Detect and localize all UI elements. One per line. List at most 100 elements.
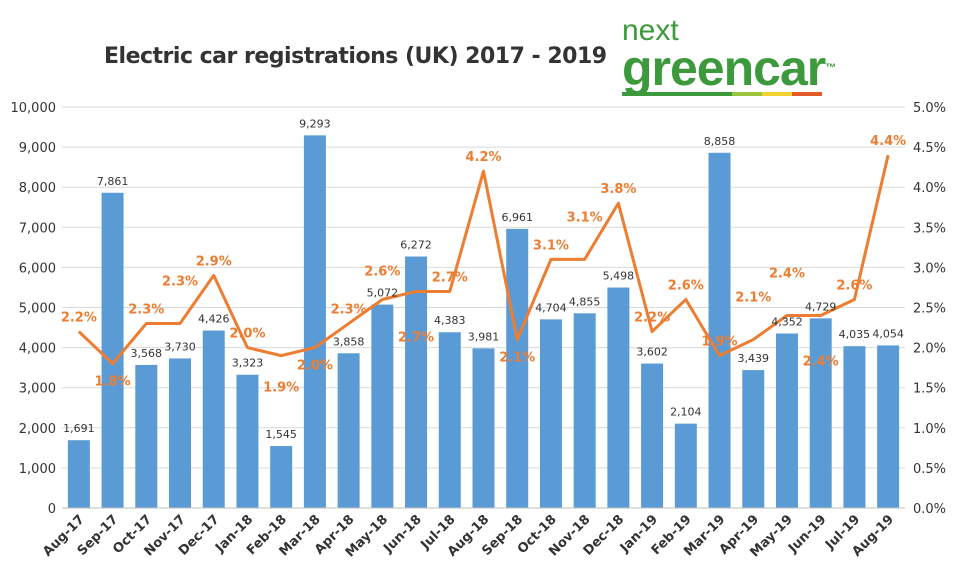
y-right-tick-label: 2.0%: [913, 342, 946, 357]
line-data-label: 2.6%: [364, 264, 400, 279]
bar-data-label: 4,054: [872, 327, 904, 340]
bar-data-label: 4,383: [434, 314, 466, 327]
y-left-tick-label: 8,000: [19, 181, 56, 196]
bar-data-label: 3,602: [636, 346, 668, 359]
bar-data-label: 9,293: [299, 117, 331, 130]
bar-data-label: 5,498: [603, 270, 635, 283]
line-data-label: 2.2%: [61, 311, 97, 326]
line-data-label: 1.8%: [95, 375, 131, 390]
line-data-label: 2.1%: [499, 351, 535, 366]
y-right-tick-label: 5.0%: [913, 101, 946, 116]
y-right-tick-label: 0.0%: [913, 502, 946, 517]
line-data-label: 2.4%: [769, 267, 805, 282]
bar: [742, 370, 765, 508]
nextgreencar-logo: next greencar™: [622, 14, 836, 96]
bar: [337, 353, 360, 508]
bar: [539, 319, 562, 508]
bar: [472, 348, 495, 508]
bar-data-label: 4,729: [805, 300, 837, 313]
y-left-tick-label: 3,000: [19, 382, 56, 397]
bar-data-label: 3,981: [468, 330, 500, 343]
line-data-label: 4.4%: [870, 134, 906, 149]
y-left-tick-label: 6,000: [19, 261, 56, 276]
bar: [101, 192, 124, 508]
line-data-label: 2.6%: [668, 278, 704, 293]
bar-data-label: 4,704: [535, 301, 567, 314]
y-right-tick-label: 2.5%: [913, 302, 946, 317]
y-right-tick-label: 3.5%: [913, 221, 946, 236]
bar: [371, 304, 394, 508]
bar: [674, 423, 697, 508]
line-data-label: 4.2%: [465, 150, 501, 165]
line-series: [77, 154, 890, 366]
bar-data-label: 3,730: [164, 340, 196, 353]
bar: [607, 287, 630, 508]
bar-data-label: 6,272: [400, 238, 432, 251]
y-left-tick-label: 1,000: [19, 462, 56, 477]
bar: [641, 363, 664, 508]
bar: [169, 358, 192, 508]
bar-data-label: 3,568: [131, 347, 163, 360]
bar-data-label: 8,858: [704, 135, 736, 148]
bar-data-label: 5,072: [367, 287, 399, 300]
bar: [405, 256, 428, 508]
bar: [67, 440, 90, 508]
y-right-tick-label: 1.5%: [913, 382, 946, 397]
line-data-label: 2.3%: [162, 275, 198, 290]
y-left-tick-label: 4,000: [19, 342, 56, 357]
bar-data-label: 1,691: [63, 422, 95, 435]
line-data-label: 2.0%: [297, 359, 333, 374]
logo-tm: ™: [825, 62, 836, 74]
logo-line1: next: [622, 14, 679, 47]
bar: [573, 313, 596, 508]
bar-data-label: 4,855: [569, 295, 601, 308]
line-data-label: 3.8%: [600, 182, 636, 197]
line-data-label: 1.9%: [263, 381, 299, 396]
bar-data-label: 3,439: [738, 352, 770, 365]
y-right-tick-label: 1.0%: [913, 422, 946, 437]
bar: [843, 346, 866, 508]
bar: [438, 332, 461, 508]
bar-data-label: 6,961: [501, 211, 533, 224]
y-left-tick-label: 0: [48, 502, 56, 517]
y-right-tick-label: 3.0%: [913, 261, 946, 276]
chart-title: Electric car registrations (UK) 2017 - 2…: [104, 44, 607, 69]
line-data-label: 2.7%: [398, 330, 434, 345]
bar: [775, 333, 798, 508]
y-left-tick-label: 10,000: [11, 101, 57, 116]
line-data-label: 2.2%: [634, 311, 670, 326]
logo-line2: greencar: [622, 40, 826, 96]
y-right-tick-label: 4.5%: [913, 141, 946, 156]
bar-data-label: 3,858: [333, 335, 365, 348]
bar-data-label: 4,426: [198, 313, 230, 326]
line-data-label: 2.4%: [803, 355, 839, 370]
bar-data-label: 3,323: [232, 357, 264, 370]
logo-color-bar: [622, 92, 822, 96]
y-right-tick-label: 0.5%: [913, 462, 946, 477]
y-left-tick-label: 9,000: [19, 141, 56, 156]
bar-data-label: 1,545: [265, 428, 297, 441]
bar: [877, 345, 900, 508]
bar-data-label: 7,861: [97, 175, 129, 188]
bar: [202, 330, 225, 508]
bar-data-label: 2,104: [670, 406, 702, 419]
bar-data-label: 4,035: [839, 328, 871, 341]
bar: [270, 446, 293, 508]
line-data-label: 3.1%: [533, 238, 569, 253]
bar: [809, 318, 832, 508]
line-data-label: 2.3%: [128, 303, 164, 318]
line-data-label: 3.1%: [567, 210, 603, 225]
bar: [236, 374, 259, 508]
bar: [135, 364, 158, 508]
y-left-tick-label: 2,000: [19, 422, 56, 437]
bar: [708, 152, 731, 509]
y-left-tick-label: 7,000: [19, 221, 56, 236]
bar: [303, 135, 326, 508]
line-data-label: 2.0%: [229, 327, 265, 342]
bar-data-label: 4,352: [771, 315, 803, 328]
y-right-tick-label: 4.0%: [913, 181, 946, 196]
line-data-label: 2.7%: [432, 270, 468, 285]
line-data-label: 1.9%: [702, 335, 738, 350]
